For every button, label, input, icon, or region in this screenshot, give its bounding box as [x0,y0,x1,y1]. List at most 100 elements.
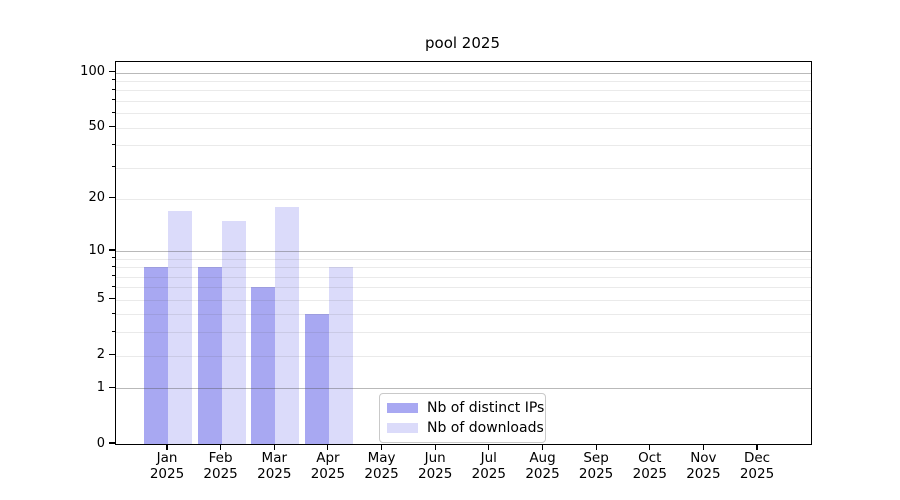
y-axis-minor-tick-mark-30 [112,166,115,168]
x-tick-month: Sep [583,450,609,466]
y-axis-minor-tick-mark-9 [112,257,115,259]
x-tick-month: Aug [529,450,556,466]
y-axis-minor-tick-mark-50 [112,126,115,127]
legend-swatch-distinct-ips [387,402,418,414]
x-tick-month: Jun [424,450,446,466]
bar-nb-of-distinct-ips-apr [304,314,329,444]
y-axis-minor-tick-mark-2 [112,354,115,356]
x-axis-tick-label-dec: Dec 2025 [725,450,789,482]
x-axis-tick-mark-may [381,444,383,450]
legend-label-downloads: Nb of downloads [427,420,544,436]
legend-label-distinct-ips: Nb of distinct IPs [427,400,545,416]
y-axis-tick-mark-10 [109,249,115,251]
x-axis-tick-label-jul: Jul 2025 [457,450,521,482]
y-gridline-minor-50 [116,127,811,129]
y-axis-tick-mark-0 [109,442,115,444]
y-axis-tick-label-10: 10 [88,242,105,258]
bar-nb-of-downloads-jan [168,211,192,444]
x-axis-tick-mark-aug [541,444,544,450]
x-axis-tick-mark-feb [220,444,222,450]
y-gridline-minor-8 [116,267,811,269]
x-tick-month: Mar [261,450,288,466]
y-gridline-minor-4 [116,314,811,316]
x-tick-year: 2025 [310,466,346,482]
x-tick-year: 2025 [203,466,238,482]
y-gridline-minor-2 [116,355,811,357]
x-tick-year: 2025 [471,466,506,482]
x-tick-year: 2025 [364,466,399,482]
y-axis-tick-label-20: 20 [88,190,105,206]
y-axis-tick-label-0: 0 [96,435,105,451]
x-axis-tick-label-sep: Sep 2025 [564,450,628,482]
y-gridline-minor-20 [116,198,811,200]
x-axis-tick-label-apr: Apr 2025 [296,450,360,482]
y-axis-minor-tick-mark-40 [112,143,115,145]
y-axis-minor-tick-mark-20 [112,197,115,199]
x-axis-tick-mark-sep [595,444,597,450]
bar-nb-of-distinct-ips-mar [251,287,276,444]
bar-nb-of-downloads-feb [221,220,246,444]
x-axis-tick-label-oct: Oct 2025 [618,450,682,482]
y-axis-minor-tick-mark-90 [112,79,115,81]
x-axis-tick-label-feb: Feb 2025 [189,450,253,482]
y-gridline-minor-80 [116,90,811,92]
x-axis-tick-mark-jul [488,444,490,450]
legend-entry-distinct-ips: Nb of distinct IPs [387,400,544,416]
x-axis-tick-label-aug: Aug 2025 [511,450,575,482]
x-axis-tick-mark-apr [327,444,329,450]
y-axis-minor-tick-mark-6 [112,285,115,287]
x-tick-year: 2025 [686,466,721,482]
x-tick-month: Apr [316,450,340,466]
y-axis-tick-mark-1 [109,386,115,388]
x-tick-month: Dec [743,450,771,466]
y-gridline-major-10 [116,251,811,253]
x-tick-year: 2025 [578,466,614,482]
y-axis-tick-mark-100 [109,70,115,73]
x-tick-month: Oct [638,450,662,466]
y-axis-minor-tick-mark-70 [112,99,115,101]
bar-nb-of-downloads-mar [275,207,300,444]
y-axis-tick-label-5: 5 [96,291,105,307]
x-axis-tick-mark-jun [434,444,436,450]
y-axis-tick-label-50: 50 [88,119,105,134]
x-tick-month: Jan [156,450,178,466]
y-gridline-minor-9 [116,258,811,260]
x-axis-tick-mark-jan [166,444,168,450]
x-axis-tick-label-nov: Nov 2025 [671,450,735,482]
x-axis-tick-label-jun: Jun 2025 [403,450,467,482]
plot-area: Nb of distinct IPs Nb of downloads [115,61,812,445]
x-tick-year: 2025 [418,466,453,482]
x-axis-tick-label-may: May 2025 [350,450,414,482]
y-gridline-minor-6 [116,287,811,289]
x-tick-year: 2025 [149,466,185,482]
y-gridline-minor-3 [116,332,811,334]
x-axis-tick-mark-nov [702,444,704,450]
chart-title: pool 2025 [425,34,500,52]
bar-nb-of-distinct-ips-feb [197,267,222,444]
legend-swatch-downloads [387,422,418,434]
x-axis-tick-mark-dec [756,444,758,450]
y-axis-minor-tick-mark-8 [112,265,115,267]
bar-nb-of-downloads-apr [328,267,353,444]
x-axis-tick-mark-oct [649,444,651,450]
y-gridline-minor-30 [116,167,811,169]
x-axis-tick-mark-mar [273,444,275,450]
legend-entry-downloads: Nb of downloads [387,420,544,436]
y-gridline-minor-90 [116,80,811,82]
x-tick-month: Jul [480,450,497,466]
y-gridline-minor-7 [116,276,811,278]
x-tick-month: Nov [690,450,717,466]
x-tick-year: 2025 [257,466,292,482]
y-axis-tick-label-100: 100 [80,64,105,79]
y-axis-minor-tick-mark-5 [112,298,115,300]
x-tick-year: 2025 [632,466,667,482]
legend: Nb of distinct IPs Nb of downloads [379,393,546,443]
x-tick-year: 2025 [525,466,560,482]
x-tick-year: 2025 [739,466,775,482]
y-gridline-major-100 [116,72,811,74]
y-gridline-minor-60 [116,113,811,115]
y-axis-minor-tick-mark-60 [112,111,115,113]
y-axis-minor-tick-mark-7 [112,275,115,277]
y-axis-tick-label-2: 2 [96,347,105,363]
